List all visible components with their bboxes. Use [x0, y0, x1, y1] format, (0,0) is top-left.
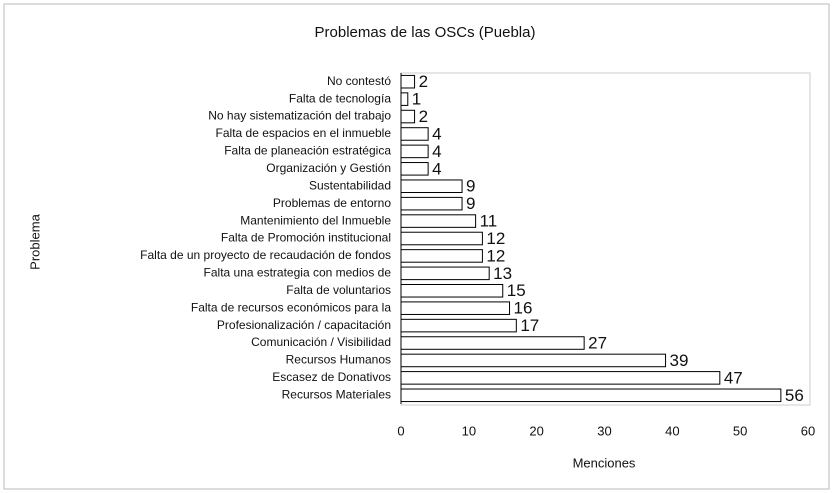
bar: [400, 301, 511, 315]
y-tick-label: Falta de tecnología: [289, 91, 391, 105]
frame: [3, 3, 830, 490]
data-label: 15: [507, 281, 526, 300]
x-tick-label: 0: [397, 423, 404, 438]
bar: [400, 162, 429, 176]
bar: [400, 109, 416, 124]
bar: [400, 92, 409, 106]
x-tick-label: 10: [462, 423, 476, 438]
data-label: 9: [466, 194, 475, 213]
y-tick-label: Comunicación / Visibilidad: [251, 335, 391, 349]
x-axis-label: Menciones: [573, 455, 636, 470]
y-tick-label: Falta de voluntarios: [286, 283, 391, 297]
y-tick-label: No hay sistematización del trabajo: [208, 109, 391, 123]
x-tick-label: 50: [733, 423, 747, 438]
y-tick-label: Falta de recursos económicos para la: [191, 300, 391, 314]
data-label: 12: [486, 229, 505, 248]
bar: [400, 353, 667, 368]
data-label: 2: [419, 107, 428, 126]
y-tick-label: Falta de Promoción institucional: [221, 231, 391, 245]
bar: [400, 144, 429, 159]
y-tick-label: Organización y Gestión: [266, 161, 391, 175]
bar: [400, 336, 585, 350]
bar: [400, 214, 477, 228]
y-tick-label: Mantenimiento del Inmueble: [240, 213, 391, 227]
y-tick-label: Falta una estrategia con medios de: [204, 266, 392, 280]
data-label: 39: [670, 351, 689, 370]
bar: [400, 249, 483, 263]
y-tick-label: Falta de planeación estratégica: [224, 144, 391, 158]
bar: [400, 266, 490, 281]
y-tick-label: Sustentabilidad: [309, 178, 391, 192]
chart-title: Problemas de las OSCs (Puebla): [315, 24, 536, 41]
bar: [400, 283, 504, 298]
bar: [400, 231, 483, 246]
data-label: 1: [412, 90, 421, 109]
y-tick-label: Problemas de entorno: [273, 196, 391, 210]
data-label: 12: [486, 246, 505, 265]
data-label: 27: [588, 334, 607, 353]
y-axis-label: Problema: [27, 213, 42, 269]
bar: [400, 318, 517, 333]
bar: [400, 127, 429, 141]
data-label: 4: [432, 142, 441, 161]
data-label: 11: [480, 212, 498, 231]
x-tick-label: 20: [529, 423, 543, 438]
y-tick-label: Escasez de Donativos: [272, 370, 391, 384]
bar: [400, 196, 463, 211]
bar: [400, 179, 463, 194]
x-tick-label: 60: [801, 423, 815, 438]
data-label: 17: [520, 316, 539, 335]
data-label: 2: [419, 72, 428, 91]
bar: [400, 74, 416, 89]
y-tick-label: No contestó: [327, 74, 391, 88]
bar: [400, 388, 782, 403]
data-label: 56: [785, 386, 804, 405]
x-tick-label: 40: [665, 423, 679, 438]
y-tick-label: Profesionalización / capacitación: [217, 318, 391, 332]
data-label: 47: [724, 368, 743, 387]
y-tick-label: Recursos Materiales: [282, 387, 391, 401]
data-label: 16: [514, 299, 533, 318]
data-label: 13: [493, 264, 512, 283]
y-tick-label: Falta de espacios en el inmueble: [216, 126, 392, 140]
data-label: 4: [432, 159, 441, 178]
y-tick-label: Falta de un proyecto de recaudación de f…: [140, 248, 391, 262]
y-tick-label: Recursos Humanos: [286, 353, 391, 367]
bar: [400, 371, 721, 385]
data-label: 9: [466, 177, 475, 196]
data-label: 4: [432, 124, 441, 143]
x-tick-label: 30: [597, 423, 611, 438]
